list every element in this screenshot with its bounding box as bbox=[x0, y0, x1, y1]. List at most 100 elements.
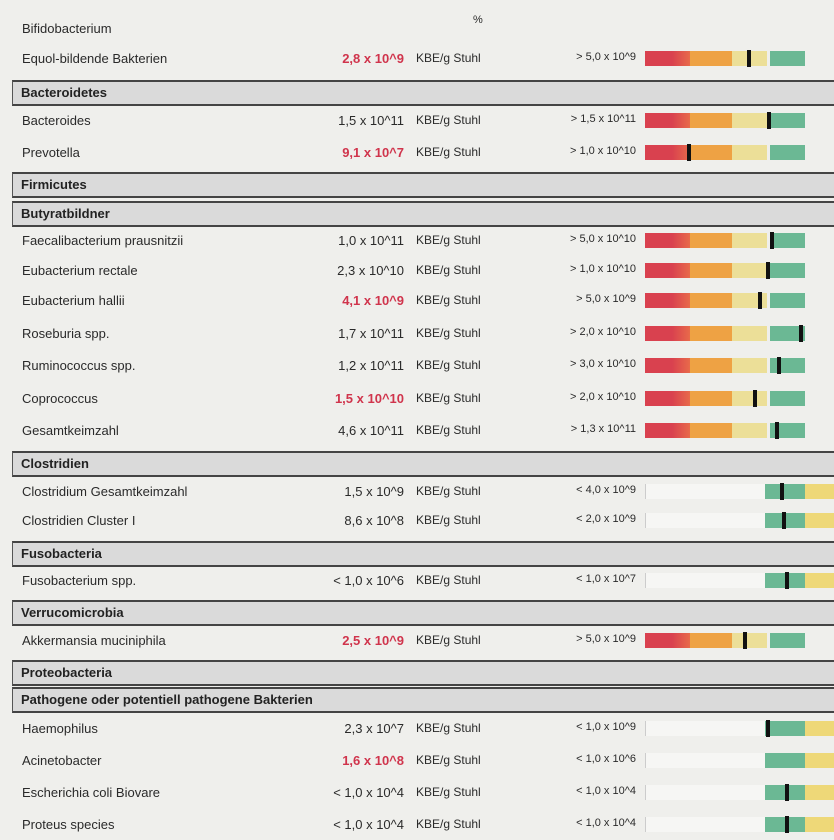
result-marker bbox=[774, 422, 779, 439]
range-segment bbox=[732, 326, 767, 341]
analyte-name: Equol-bildende Bakterien bbox=[22, 51, 168, 66]
reference-range: > 3,0 x 10^10 bbox=[569, 358, 636, 370]
range-segment bbox=[690, 358, 732, 373]
range-segment bbox=[765, 721, 805, 736]
unit-label: KBE/g Stuhl bbox=[416, 263, 481, 277]
table-row: Bacteroides 1,5 x 10^11 KBE/g Stuhl > 1,5 x… bbox=[0, 106, 834, 136]
unit-label: KBE/g Stuhl bbox=[416, 633, 481, 647]
reference-range: > 5,0 x 10^10 bbox=[569, 233, 636, 245]
reference-range: > 1,3 x 10^11 bbox=[570, 423, 636, 435]
table-row: Prevotella 9,1 x 10^7 KBE/g Stuhl > 1,0 x 1… bbox=[0, 138, 834, 168]
section-header: Butyratbildner bbox=[12, 201, 834, 227]
range-segment bbox=[805, 753, 834, 768]
result-value: 2,8 x 10^9 bbox=[342, 51, 404, 66]
section-title: Proteobacteria bbox=[21, 665, 113, 680]
range-bar bbox=[645, 632, 834, 649]
range-segment bbox=[645, 113, 690, 128]
result-marker bbox=[777, 357, 781, 374]
result-marker bbox=[780, 483, 785, 500]
unit-label: KBE/g Stuhl bbox=[416, 753, 481, 767]
result-marker bbox=[781, 512, 786, 529]
analyte-name: Acinetobacter bbox=[22, 753, 102, 768]
section-title: Verrucomicrobia bbox=[21, 605, 124, 620]
range-segment bbox=[805, 513, 834, 528]
result-value: 8,6 x 10^8 bbox=[344, 513, 404, 528]
reference-range: < 2,0 x 10^9 bbox=[576, 513, 636, 525]
result-marker bbox=[798, 325, 803, 342]
section-title: Pathogene oder potentiell pathogene Bakt… bbox=[21, 692, 313, 707]
analyte-name: Haemophilus bbox=[22, 721, 98, 736]
unit-label: KBE/g Stuhl bbox=[416, 423, 481, 437]
range-segment bbox=[805, 817, 834, 832]
table-row: Escherichia coli Biovare < 1,0 x 10^4 KBE/… bbox=[0, 778, 834, 808]
range-segment bbox=[645, 423, 690, 438]
range-segment bbox=[645, 326, 690, 341]
reference-range: > 1,5 x 10^11 bbox=[570, 113, 636, 125]
result-value: 4,1 x 10^9 bbox=[342, 293, 404, 308]
analyte-name: Akkermansia muciniphila bbox=[22, 633, 166, 648]
result-value: 1,2 x 10^11 bbox=[338, 358, 404, 373]
range-segment bbox=[690, 145, 732, 160]
analyte-name: Roseburia spp. bbox=[22, 326, 110, 341]
range-segment bbox=[765, 484, 805, 499]
result-value: < 1,0 x 10^6 bbox=[333, 573, 404, 588]
range-segment bbox=[645, 721, 765, 736]
range-bar bbox=[645, 784, 834, 801]
range-bar bbox=[645, 50, 834, 67]
result-value: 4,6 x 10^11 bbox=[338, 423, 404, 438]
range-segment bbox=[732, 358, 767, 373]
analyte-name: Gesamtkeimzahl bbox=[22, 423, 119, 438]
result-value: 2,3 x 10^7 bbox=[344, 721, 404, 736]
table-row: Equol-bildende Bakterien 2,8 x 10^9 KBE/g … bbox=[0, 44, 834, 74]
analyte-name: Fusobacterium spp. bbox=[22, 573, 137, 588]
reference-range: < 1,0 x 10^6 bbox=[576, 753, 636, 765]
analyte-name: Eubacterium hallii bbox=[22, 293, 125, 308]
range-segment bbox=[645, 145, 690, 160]
range-bar bbox=[645, 422, 834, 439]
range-segment bbox=[645, 785, 765, 800]
result-marker bbox=[766, 112, 771, 129]
analyte-name: Ruminococcus spp. bbox=[22, 358, 136, 373]
range-segment bbox=[732, 233, 767, 248]
analyte-name: Clostridien Cluster I bbox=[22, 513, 136, 528]
section-title: Fusobacteria bbox=[21, 546, 102, 561]
range-segment bbox=[690, 423, 732, 438]
range-segment bbox=[690, 233, 732, 248]
range-segment bbox=[645, 391, 690, 406]
section-title: Butyratbildner bbox=[21, 206, 110, 221]
range-segment bbox=[690, 326, 732, 341]
result-value: 1,6 x 10^8 bbox=[342, 753, 404, 768]
result-marker bbox=[757, 292, 762, 309]
range-segment bbox=[732, 113, 767, 128]
analyte-name: Bifidobacterium bbox=[22, 21, 112, 36]
result-marker bbox=[687, 144, 692, 161]
range-segment bbox=[770, 293, 805, 308]
unit-label: KBE/g Stuhl bbox=[416, 573, 481, 587]
result-value: 9,1 x 10^7 bbox=[342, 145, 404, 160]
range-segment bbox=[645, 233, 690, 248]
range-segment bbox=[645, 817, 765, 832]
range-bar bbox=[645, 232, 834, 249]
range-bar bbox=[645, 483, 834, 500]
range-bar bbox=[645, 112, 834, 129]
range-segment bbox=[770, 51, 805, 66]
reference-range: < 4,0 x 10^9 bbox=[576, 484, 636, 496]
table-row: Gesamtkeimzahl 4,6 x 10^11 KBE/g Stuhl > 1,… bbox=[0, 416, 834, 446]
result-value: 2,5 x 10^9 bbox=[342, 633, 404, 648]
analyte-name: Proteus species bbox=[22, 817, 115, 832]
reference-range: < 1,0 x 10^4 bbox=[576, 785, 636, 797]
table-row: Acinetobacter 1,6 x 10^8 KBE/g Stuhl < 1,0 … bbox=[0, 746, 834, 776]
range-bar bbox=[645, 816, 834, 833]
range-segment bbox=[645, 513, 765, 528]
section-header: Proteobacteria bbox=[12, 660, 834, 686]
unit-label: KBE/g Stuhl bbox=[416, 785, 481, 799]
reference-range: > 5,0 x 10^9 bbox=[576, 293, 636, 305]
range-segment bbox=[770, 145, 805, 160]
section-title: Firmicutes bbox=[21, 177, 87, 192]
unit-label: KBE/g Stuhl bbox=[416, 293, 481, 307]
range-segment bbox=[645, 633, 690, 648]
unit-label: KBE/g Stuhl bbox=[416, 233, 481, 247]
range-segment bbox=[690, 633, 732, 648]
range-bar bbox=[645, 753, 834, 768]
result-value: < 1,0 x 10^4 bbox=[333, 817, 404, 832]
